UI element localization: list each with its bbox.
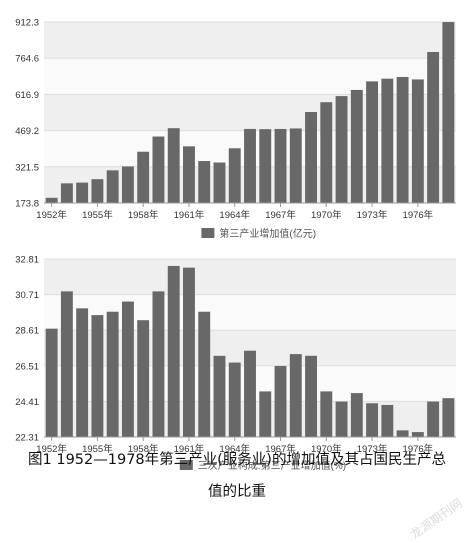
bar [45,197,58,203]
bar [366,403,379,437]
legend-swatch [179,460,193,470]
x-tick-label: 1958年 [128,209,159,221]
plot-band [44,58,456,95]
x-tick-label: 1970年 [311,209,342,221]
x-tick-label: 1955年 [82,443,113,455]
bar [289,354,302,437]
bar [91,179,104,203]
bar [198,311,211,437]
bar [167,265,180,437]
bar [320,391,333,437]
x-tick-label: 1964年 [219,209,250,221]
y-tick-label: 24.41 [15,397,39,408]
chart-1: 173.8 321.5 469.2 616.9 764.6 912.3 1952年 1955年… [15,18,456,240]
x-tick-label: 1973年 [357,209,388,221]
y-tick-label: 764.6 [15,54,39,65]
bar [244,128,256,203]
plot-band [44,22,456,59]
bar [350,89,363,203]
bar [259,391,272,437]
bar [152,136,165,203]
x-tick-label: 1961年 [174,443,205,455]
figure-caption-line-2: 值的比重 [208,484,266,500]
bar [76,308,89,437]
bar [396,76,409,203]
y-tick-label: 26.51 [15,361,39,372]
figure-caption-line-1: 图1 1952—1978年第三产业(服务业)的增加值及其占国民生产总 [28,452,446,468]
bar [152,291,165,437]
x-tick-label: 1964年 [219,443,250,455]
bar [121,301,134,437]
bar [366,81,379,203]
x-tick-label: 1961年 [174,209,205,221]
bar [320,102,333,203]
bar [45,328,58,437]
bar [427,51,440,204]
bar [350,393,363,437]
bar [60,183,73,203]
bar [137,151,150,203]
bar [121,166,134,203]
bar [442,398,455,437]
bar [259,129,272,203]
x-tick-label: 1970年 [311,443,342,455]
bar [183,267,195,437]
bar [183,146,195,203]
bar [335,96,348,203]
bar [381,404,394,437]
legend-label: 第三产业增加值(亿元) [219,227,316,240]
bar [289,128,302,203]
y-tick-label: 321.5 [15,162,39,173]
legend-label: 三次产业构成:第三产业增加值(%) [198,459,346,472]
bar [106,311,119,437]
bar [381,78,394,203]
bar [411,432,424,437]
y-tick-label: 32.81 [15,255,39,266]
legend-swatch [201,228,215,238]
bar [228,148,241,203]
y-tick-label: 616.9 [15,90,39,101]
bar [396,430,409,437]
y-tick-label: 173.8 [15,199,39,210]
x-tick-label: 1955年 [82,209,113,221]
x-tick-label: 1976年 [403,443,434,455]
x-tick-label: 1958年 [128,443,159,455]
bar [427,401,440,437]
chart-2: 22.31 24.41 26.51 28.61 30.71 32.81 1952年 1955年… [15,255,456,472]
x-tick-label: 1967年 [265,443,296,455]
bar [213,355,226,437]
bar [106,170,119,203]
bar [167,128,180,203]
bar [442,22,455,203]
bar [274,365,287,437]
bar [60,291,73,437]
y-tick-label: 30.71 [15,290,39,301]
bar [76,182,89,203]
x-tick-label: 1976年 [403,209,434,221]
bar [274,128,287,203]
x-tick-label: 1952年 [36,443,67,455]
plot-band [44,294,456,331]
bar [305,355,317,437]
bar [335,401,348,437]
y-tick-label: 912.3 [15,18,39,29]
bar [213,162,226,203]
bar [411,79,424,203]
bar [137,320,150,437]
plot-band [44,94,456,131]
x-tick-label: 1973年 [357,443,388,455]
bar [91,315,104,437]
bar [244,350,256,437]
x-tick-label: 1952年 [36,209,67,221]
y-tick-label: 469.2 [15,126,39,137]
y-tick-label: 22.31 [15,433,39,444]
plot-band [44,259,456,295]
bar [305,112,317,203]
x-tick-label: 1967年 [265,209,296,221]
bar [198,161,211,203]
y-tick-label: 28.61 [15,326,39,337]
bar [228,362,241,437]
